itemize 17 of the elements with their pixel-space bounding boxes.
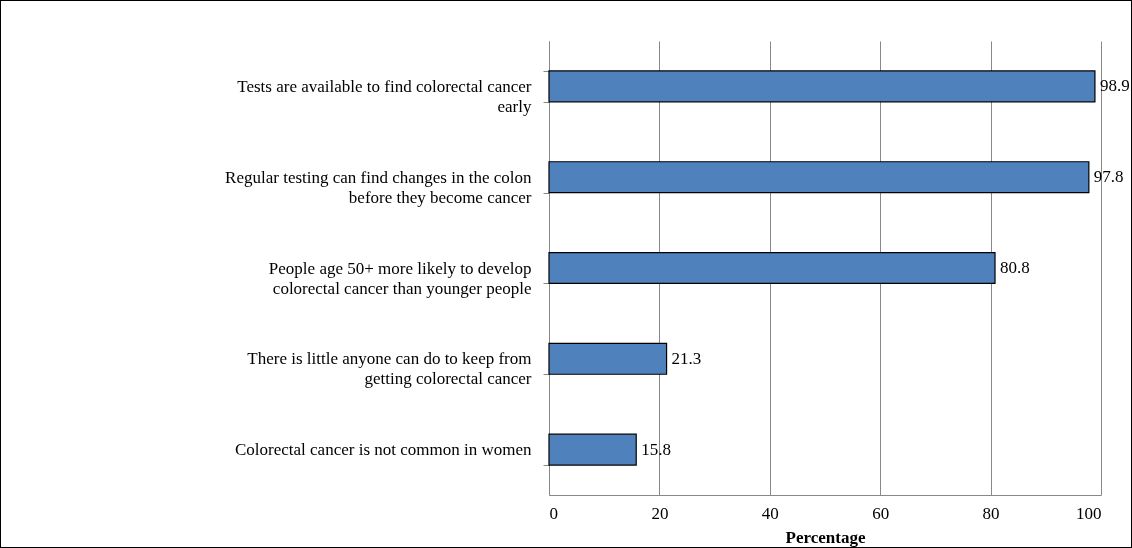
x-tick-label: 80: [982, 503, 1000, 523]
x-tick-label: 60: [872, 503, 890, 523]
data-label: 15.8: [641, 439, 671, 459]
x-tick-label: 100: [1076, 503, 1102, 523]
data-label: 21.3: [671, 348, 702, 368]
data-label: 98.9: [1099, 76, 1130, 96]
data-label: 80.8: [1000, 258, 1030, 277]
x-axis-title: Percentage: [785, 527, 866, 547]
y-tick-label: People age 50+ more likely to develop colorectal cancer than younger people: [268, 258, 532, 298]
x-tick-label: 20: [651, 503, 669, 523]
y-tick-label: Colorectal cancer is not common in women: [235, 440, 532, 460]
y-tick-label: Tests are available to find colorectal cancer early: [237, 76, 532, 116]
y-tick-label: There is little anyone can do to keep from getting colorectal cancer: [247, 349, 532, 389]
x-tick-label: 40: [761, 503, 779, 523]
y-tick-label: Regular testing can find changes in the colon before they become cancer: [225, 167, 532, 207]
data-label: 97.8: [1093, 167, 1124, 187]
x-tick-label: 0: [549, 503, 558, 523]
